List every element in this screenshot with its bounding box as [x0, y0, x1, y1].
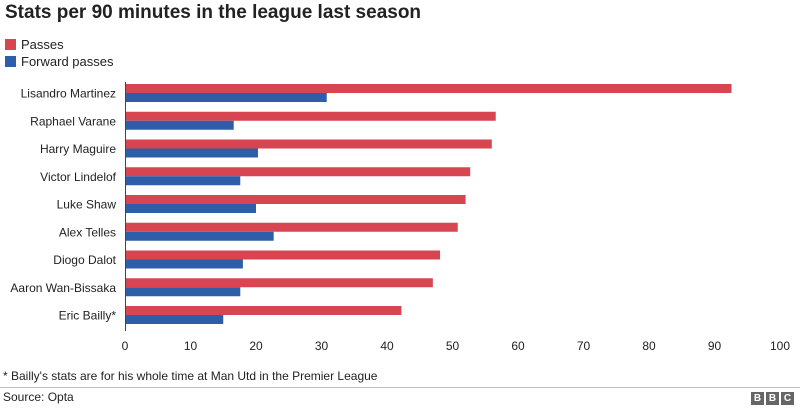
category-label: Harry Maguire [40, 142, 116, 156]
bar-forward-passes [126, 176, 241, 186]
x-tick-label: 80 [642, 339, 656, 353]
x-tick-label: 90 [708, 339, 722, 353]
bar-forward-passes [126, 204, 256, 213]
bar-chart: Lisandro Martinez Raphael Varane Harry Mag… [10, 82, 790, 353]
bar-forward-passes [126, 148, 258, 158]
bar-passes [126, 278, 433, 288]
legend-item-passes: Passes [5, 36, 113, 53]
bar-forward-passes [126, 93, 327, 102]
category-label: Aaron Wan-Bissaka [10, 281, 116, 295]
bar-forward-passes [126, 287, 241, 297]
footnote: * Bailly's stats are for his whole time … [3, 369, 378, 383]
category-label: Eric Bailly* [59, 309, 117, 323]
bar-passes [126, 111, 496, 121]
bar-forward-passes [126, 315, 224, 324]
legend-label-passes: Passes [21, 37, 64, 52]
x-tick-label: 40 [380, 339, 394, 353]
x-tick-label: 10 [184, 339, 198, 353]
source-credit: Source: Opta [3, 390, 74, 404]
chart-title: Stats per 90 minutes in the league last … [5, 2, 422, 23]
bbc-logo-letter: C [781, 392, 794, 405]
x-tick-label: 60 [511, 339, 525, 353]
bar-forward-passes [126, 259, 243, 269]
legend-swatch-passes [5, 39, 16, 50]
bar-passes [126, 84, 732, 93]
legend-swatch-forward-passes [5, 56, 16, 67]
bar-passes [126, 195, 466, 204]
x-tick-label: 50 [446, 339, 460, 353]
category-label: Raphael Varane [30, 114, 116, 128]
category-label: Lisandro Martinez [21, 87, 116, 101]
x-tick-label: 0 [122, 339, 129, 353]
bbc-logo: B B C [751, 392, 794, 405]
category-label: Luke Shaw [57, 198, 117, 212]
category-label: Diogo Dalot [53, 253, 116, 267]
category-label: Alex Telles [59, 225, 116, 239]
bar-forward-passes [126, 120, 234, 130]
legend-label-forward-passes: Forward passes [21, 54, 114, 69]
x-tick-label: 30 [315, 339, 329, 353]
bar-forward-passes [126, 231, 274, 241]
bar-passes [126, 167, 471, 177]
footer-divider [0, 387, 800, 388]
legend-item-forward-passes: Forward passes [5, 53, 113, 70]
bbc-logo-letter: B [766, 392, 779, 405]
bar-passes [126, 306, 402, 315]
x-tick-label: 20 [249, 339, 263, 353]
chart-legend: Passes Forward passes [5, 36, 113, 70]
category-label: Victor Lindelof [40, 170, 116, 184]
bar-passes [126, 222, 458, 232]
x-tick-label: 100 [770, 339, 790, 353]
x-tick-label: 70 [577, 339, 591, 353]
bar-passes [126, 139, 492, 149]
bbc-logo-letter: B [751, 392, 764, 405]
bar-passes [126, 250, 441, 260]
